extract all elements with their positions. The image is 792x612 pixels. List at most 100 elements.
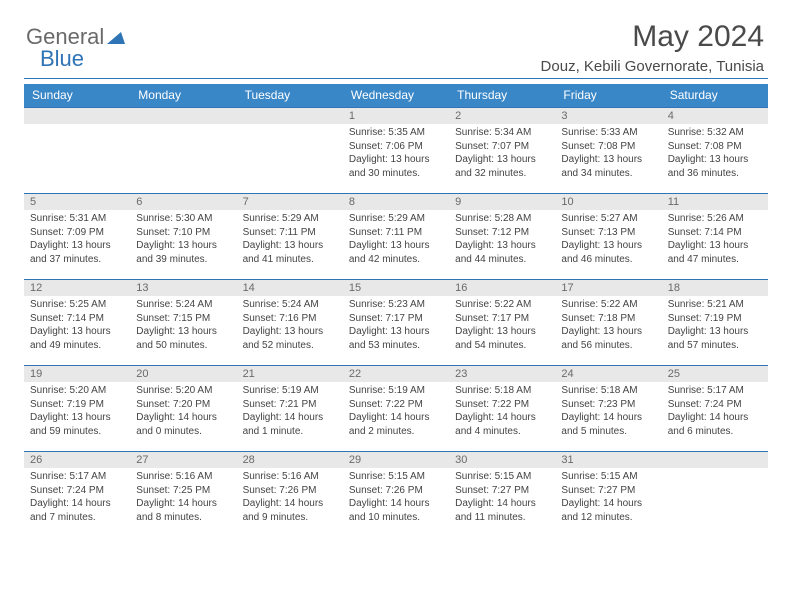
day-info: Sunrise: 5:21 AMSunset: 7:19 PMDaylight:… bbox=[662, 296, 768, 356]
sunset-text: Sunset: 7:16 PM bbox=[243, 312, 337, 326]
day-info: Sunrise: 5:24 AMSunset: 7:16 PMDaylight:… bbox=[237, 296, 343, 356]
day-info: Sunrise: 5:32 AMSunset: 7:08 PMDaylight:… bbox=[662, 124, 768, 184]
day-info bbox=[24, 124, 130, 130]
day-number bbox=[24, 108, 130, 124]
sunset-text: Sunset: 7:25 PM bbox=[136, 484, 230, 498]
sunrise-text: Sunrise: 5:24 AM bbox=[243, 298, 337, 312]
day-info: Sunrise: 5:20 AMSunset: 7:19 PMDaylight:… bbox=[24, 382, 130, 442]
calendar-cell: 27Sunrise: 5:16 AMSunset: 7:25 PMDayligh… bbox=[130, 451, 236, 537]
calendar-cell: 29Sunrise: 5:15 AMSunset: 7:26 PMDayligh… bbox=[343, 451, 449, 537]
calendar-cell: 4Sunrise: 5:32 AMSunset: 7:08 PMDaylight… bbox=[662, 107, 768, 193]
daylight-text: Daylight: 14 hours and 8 minutes. bbox=[136, 497, 230, 524]
day-info: Sunrise: 5:17 AMSunset: 7:24 PMDaylight:… bbox=[662, 382, 768, 442]
sunrise-text: Sunrise: 5:16 AM bbox=[136, 470, 230, 484]
calendar-cell: 13Sunrise: 5:24 AMSunset: 7:15 PMDayligh… bbox=[130, 279, 236, 365]
day-info: Sunrise: 5:24 AMSunset: 7:15 PMDaylight:… bbox=[130, 296, 236, 356]
calendar-cell: 7Sunrise: 5:29 AMSunset: 7:11 PMDaylight… bbox=[237, 193, 343, 279]
sunset-text: Sunset: 7:21 PM bbox=[243, 398, 337, 412]
day-info: Sunrise: 5:25 AMSunset: 7:14 PMDaylight:… bbox=[24, 296, 130, 356]
daylight-text: Daylight: 14 hours and 0 minutes. bbox=[136, 411, 230, 438]
day-info: Sunrise: 5:18 AMSunset: 7:22 PMDaylight:… bbox=[449, 382, 555, 442]
calendar-cell: 12Sunrise: 5:25 AMSunset: 7:14 PMDayligh… bbox=[24, 279, 130, 365]
logo-part2: Blue bbox=[40, 46, 84, 72]
calendar-cell: 23Sunrise: 5:18 AMSunset: 7:22 PMDayligh… bbox=[449, 365, 555, 451]
location-subtitle: Douz, Kebili Governorate, Tunisia bbox=[541, 58, 764, 75]
sunrise-text: Sunrise: 5:17 AM bbox=[30, 470, 124, 484]
sunset-text: Sunset: 7:19 PM bbox=[30, 398, 124, 412]
day-number: 11 bbox=[662, 194, 768, 210]
sunrise-text: Sunrise: 5:20 AM bbox=[136, 384, 230, 398]
day-number: 16 bbox=[449, 280, 555, 296]
day-info: Sunrise: 5:31 AMSunset: 7:09 PMDaylight:… bbox=[24, 210, 130, 270]
day-number: 19 bbox=[24, 366, 130, 382]
daylight-text: Daylight: 13 hours and 37 minutes. bbox=[30, 239, 124, 266]
sunset-text: Sunset: 7:15 PM bbox=[136, 312, 230, 326]
daylight-text: Daylight: 14 hours and 11 minutes. bbox=[455, 497, 549, 524]
sunset-text: Sunset: 7:22 PM bbox=[455, 398, 549, 412]
calendar-cell: 1Sunrise: 5:35 AMSunset: 7:06 PMDaylight… bbox=[343, 107, 449, 193]
day-info: Sunrise: 5:17 AMSunset: 7:24 PMDaylight:… bbox=[24, 468, 130, 528]
day-number bbox=[130, 108, 236, 124]
weekday-header-row: SundayMondayTuesdayWednesdayThursdayFrid… bbox=[24, 84, 768, 107]
daylight-text: Daylight: 13 hours and 46 minutes. bbox=[561, 239, 655, 266]
day-number: 9 bbox=[449, 194, 555, 210]
calendar-cell: 5Sunrise: 5:31 AMSunset: 7:09 PMDaylight… bbox=[24, 193, 130, 279]
day-info: Sunrise: 5:15 AMSunset: 7:27 PMDaylight:… bbox=[449, 468, 555, 528]
sunrise-text: Sunrise: 5:23 AM bbox=[349, 298, 443, 312]
calendar-cell: 19Sunrise: 5:20 AMSunset: 7:19 PMDayligh… bbox=[24, 365, 130, 451]
sunset-text: Sunset: 7:24 PM bbox=[668, 398, 762, 412]
sunrise-text: Sunrise: 5:19 AM bbox=[243, 384, 337, 398]
calendar-cell: 17Sunrise: 5:22 AMSunset: 7:18 PMDayligh… bbox=[555, 279, 661, 365]
sunset-text: Sunset: 7:26 PM bbox=[243, 484, 337, 498]
sunrise-text: Sunrise: 5:29 AM bbox=[349, 212, 443, 226]
calendar-cell: 8Sunrise: 5:29 AMSunset: 7:11 PMDaylight… bbox=[343, 193, 449, 279]
sunrise-text: Sunrise: 5:31 AM bbox=[30, 212, 124, 226]
day-number: 3 bbox=[555, 108, 661, 124]
sunrise-text: Sunrise: 5:20 AM bbox=[30, 384, 124, 398]
day-number: 14 bbox=[237, 280, 343, 296]
calendar-week-row: 5Sunrise: 5:31 AMSunset: 7:09 PMDaylight… bbox=[24, 193, 768, 279]
calendar-cell: 15Sunrise: 5:23 AMSunset: 7:17 PMDayligh… bbox=[343, 279, 449, 365]
day-number: 8 bbox=[343, 194, 449, 210]
day-number: 12 bbox=[24, 280, 130, 296]
calendar-cell: 18Sunrise: 5:21 AMSunset: 7:19 PMDayligh… bbox=[662, 279, 768, 365]
day-info: Sunrise: 5:35 AMSunset: 7:06 PMDaylight:… bbox=[343, 124, 449, 184]
sunset-text: Sunset: 7:11 PM bbox=[243, 226, 337, 240]
calendar-cell: 9Sunrise: 5:28 AMSunset: 7:12 PMDaylight… bbox=[449, 193, 555, 279]
weekday-header: Wednesday bbox=[343, 84, 449, 107]
sunset-text: Sunset: 7:12 PM bbox=[455, 226, 549, 240]
calendar-week-row: 1Sunrise: 5:35 AMSunset: 7:06 PMDaylight… bbox=[24, 107, 768, 193]
sunset-text: Sunset: 7:18 PM bbox=[561, 312, 655, 326]
day-number: 23 bbox=[449, 366, 555, 382]
calendar-cell bbox=[662, 451, 768, 537]
daylight-text: Daylight: 13 hours and 56 minutes. bbox=[561, 325, 655, 352]
calendar-cell: 20Sunrise: 5:20 AMSunset: 7:20 PMDayligh… bbox=[130, 365, 236, 451]
day-info: Sunrise: 5:16 AMSunset: 7:25 PMDaylight:… bbox=[130, 468, 236, 528]
sunset-text: Sunset: 7:07 PM bbox=[455, 140, 549, 154]
calendar-week-row: 19Sunrise: 5:20 AMSunset: 7:19 PMDayligh… bbox=[24, 365, 768, 451]
calendar-cell bbox=[130, 107, 236, 193]
day-info: Sunrise: 5:22 AMSunset: 7:17 PMDaylight:… bbox=[449, 296, 555, 356]
sunrise-text: Sunrise: 5:28 AM bbox=[455, 212, 549, 226]
day-number: 18 bbox=[662, 280, 768, 296]
day-number: 24 bbox=[555, 366, 661, 382]
sunrise-text: Sunrise: 5:26 AM bbox=[668, 212, 762, 226]
day-number: 25 bbox=[662, 366, 768, 382]
day-info: Sunrise: 5:34 AMSunset: 7:07 PMDaylight:… bbox=[449, 124, 555, 184]
day-number: 21 bbox=[237, 366, 343, 382]
sunset-text: Sunset: 7:10 PM bbox=[136, 226, 230, 240]
sunset-text: Sunset: 7:14 PM bbox=[668, 226, 762, 240]
sunset-text: Sunset: 7:08 PM bbox=[561, 140, 655, 154]
sunset-text: Sunset: 7:14 PM bbox=[30, 312, 124, 326]
weekday-header: Sunday bbox=[24, 84, 130, 107]
calendar-cell: 21Sunrise: 5:19 AMSunset: 7:21 PMDayligh… bbox=[237, 365, 343, 451]
sunset-text: Sunset: 7:08 PM bbox=[668, 140, 762, 154]
day-info: Sunrise: 5:28 AMSunset: 7:12 PMDaylight:… bbox=[449, 210, 555, 270]
daylight-text: Daylight: 13 hours and 47 minutes. bbox=[668, 239, 762, 266]
day-number: 10 bbox=[555, 194, 661, 210]
day-number: 15 bbox=[343, 280, 449, 296]
day-number: 6 bbox=[130, 194, 236, 210]
day-number: 13 bbox=[130, 280, 236, 296]
calendar-cell bbox=[237, 107, 343, 193]
day-info: Sunrise: 5:29 AMSunset: 7:11 PMDaylight:… bbox=[237, 210, 343, 270]
